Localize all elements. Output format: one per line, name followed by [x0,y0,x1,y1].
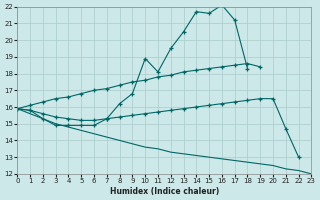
X-axis label: Humidex (Indice chaleur): Humidex (Indice chaleur) [110,187,219,196]
